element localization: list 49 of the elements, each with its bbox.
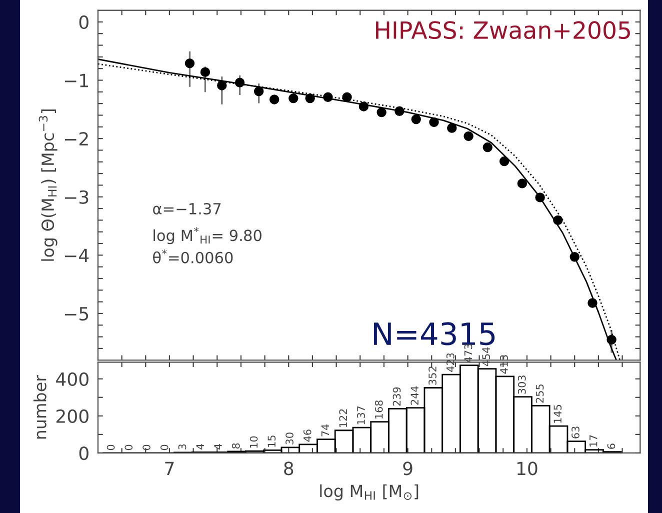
data-label: 8 [232,443,240,449]
data-label: 46 [303,430,312,442]
y-tick-label: −4 [64,248,89,262]
x-tick-label: 8 [284,462,294,476]
data-label: 423 [446,353,454,372]
data-label: 30 [286,432,294,444]
data-label: 17 [590,435,598,446]
y-tick-label: −5 [64,307,88,321]
data-label: 63 [572,426,580,438]
y-tick-label: 0 [79,446,88,460]
data-label: 239 [392,387,401,406]
y-tick-label: −3 [64,190,88,204]
data-label: 0 [106,444,115,450]
annotation: θ$^{*}$=0.0060 [153,249,233,264]
y-axis-title: log Θ(M$_{HI}$) [Mpc$^{−3}$] [38,110,58,261]
data-label: 122 [339,409,347,428]
annotation: N=4315 [374,322,495,346]
data-label: 137 [357,406,365,424]
data-label: 0 [142,444,150,450]
data-label: 244 [410,386,418,405]
x-tick-label: 9 [403,462,412,476]
data-label: 413 [500,355,508,374]
y-tick-label: −2 [64,132,88,146]
x-tick-label: 7 [165,462,174,476]
data-label: 168 [374,400,383,418]
y-tick-label: −1 [64,74,88,88]
data-label: 0 [124,444,133,450]
data-label: 4 [196,444,204,450]
y-axis-title: number [33,375,46,439]
data-label: 74 [321,424,330,436]
data-label: 255 [536,384,544,403]
data-label: 145 [554,404,562,423]
data-label: 4 [214,444,222,450]
data-label: 0 [160,444,168,450]
annotation: α=−1.37 [153,202,221,215]
x-axis-title: log M$_{HI}$ [M$_{⊙}$] [320,484,418,500]
y-tick-label: 0 [79,15,88,30]
data-label: 303 [518,376,526,394]
data-label: 15 [268,436,276,447]
data-label: 473 [464,344,472,363]
annotation: log M$^{*}$$_{HI}$= 9.80 [154,227,262,244]
x-tick-label: 10 [517,462,538,476]
data-label: 10 [250,436,258,448]
y-tick-label: 400 [56,372,88,386]
y-tick-label: 200 [56,409,88,424]
data-label: 3 [178,444,186,450]
data-label: 352 [428,366,436,385]
annotation: HIPASS: Zwaan+2005 [376,21,630,40]
data-label: 6 [607,444,616,449]
